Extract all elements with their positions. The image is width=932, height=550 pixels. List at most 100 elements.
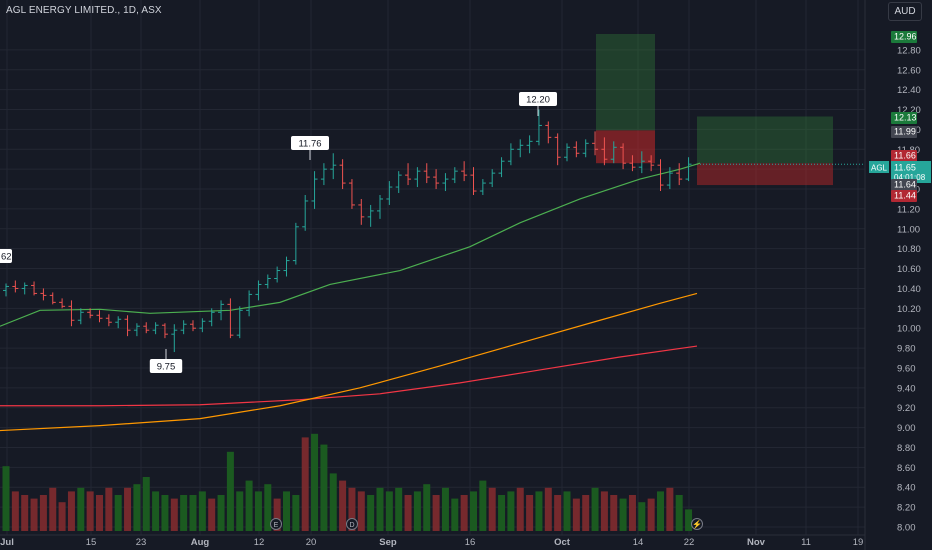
ohlc-bar — [676, 163, 683, 186]
x-tick-label: Aug — [191, 537, 210, 548]
volume-bar — [619, 498, 627, 531]
volume-bar — [600, 491, 608, 531]
ohlc-bar — [227, 298, 234, 339]
ohlc-bar — [180, 320, 187, 335]
price-tag-target-tag — [891, 31, 917, 43]
price-tag-level-tag — [891, 179, 917, 191]
y-tick-label: 10.80 — [897, 244, 921, 255]
price-tag-stop: 11.66 — [894, 151, 916, 161]
ohlc-bar — [479, 179, 486, 196]
x-tick-label: 23 — [136, 537, 147, 548]
symbol-title: AGL ENERGY LIMITED., 1D, ASX — [6, 5, 162, 16]
volume-bar — [58, 502, 66, 531]
price-tag-target-tag — [891, 112, 917, 124]
currency-button[interactable]: AUD — [888, 2, 922, 21]
volume-bar — [86, 491, 94, 531]
symbol-label: AGL — [871, 164, 888, 173]
volume-bar — [432, 495, 440, 531]
volume-bar — [666, 487, 674, 531]
ohlc-bar — [545, 121, 552, 144]
ohlc-bar — [143, 322, 150, 334]
position-stop-zone — [697, 163, 833, 186]
volume-bar — [311, 433, 319, 531]
ohlc-bar — [573, 141, 580, 158]
ohlc-bar — [302, 195, 309, 231]
ohlc-bar — [554, 133, 561, 166]
x-tick-label: 12 — [254, 537, 265, 548]
position-stop-zone — [596, 130, 655, 164]
volume-bar — [638, 502, 646, 531]
x-tick-label: Nov — [747, 537, 766, 548]
x-tick-label: 14 — [633, 537, 644, 548]
price-tag-target: 12.13 — [894, 113, 917, 123]
y-tick-label: 10.00 — [897, 324, 921, 335]
event-marker — [346, 518, 358, 530]
event-marker-label: D — [349, 522, 354, 529]
volume-bar — [554, 495, 562, 531]
y-tick-label: 9.60 — [897, 363, 916, 374]
ohlc-bar — [320, 163, 327, 186]
volume-bar — [142, 477, 150, 531]
volume-bar — [114, 495, 122, 531]
x-tick-label: 20 — [306, 537, 317, 548]
high-label-box — [519, 92, 557, 106]
volume-bar — [395, 487, 403, 531]
volume-bar — [628, 495, 636, 531]
ohlc-bar — [526, 135, 533, 154]
ohlc-bar — [498, 157, 505, 178]
ohlc-bar — [3, 283, 9, 297]
ohlc-bars — [3, 109, 692, 353]
volume-bar — [675, 495, 683, 531]
ohlc-bar — [236, 306, 243, 339]
volume-bar — [320, 444, 328, 531]
volume-bar — [133, 484, 141, 531]
position-boxes[interactable] — [596, 33, 865, 186]
volume-bar — [170, 498, 178, 531]
countdown-label: 04:01:08 — [894, 173, 926, 182]
volume-bar — [2, 466, 10, 531]
y-tick-label: 9.80 — [897, 344, 916, 355]
ohlc-bar — [40, 288, 47, 301]
ohlc-bar — [564, 143, 570, 162]
left-label-box — [0, 249, 12, 263]
y-tick-label: 8.80 — [897, 443, 916, 454]
volume-bar — [563, 491, 571, 531]
ma-mid-line — [0, 292, 698, 432]
ohlc-bar — [124, 315, 131, 337]
ohlc-bar — [274, 266, 281, 283]
high-label: 11.76 — [298, 139, 321, 150]
price-tag-level: 11.99 — [894, 127, 916, 137]
ohlc-bar — [171, 324, 178, 353]
volume-bar — [657, 491, 664, 531]
volume-bar — [180, 495, 188, 531]
ohlc-bar — [31, 281, 38, 296]
y-tick-label: 8.00 — [897, 523, 916, 534]
ohlc-bar — [629, 155, 636, 172]
volume-bar — [39, 495, 47, 531]
volume-bar — [226, 451, 234, 531]
volume-bar — [647, 498, 655, 531]
volume-bar — [413, 491, 421, 531]
ohlc-bar — [199, 318, 206, 333]
y-tick-label: 12.40 — [897, 85, 921, 96]
volume-bar — [49, 487, 57, 531]
volume-bar — [245, 480, 253, 531]
volume-bar — [273, 498, 281, 531]
volume-bar — [526, 495, 534, 531]
volume-bar — [423, 484, 431, 531]
y-tick-label: 12.60 — [897, 65, 921, 76]
volume-bar — [460, 495, 468, 531]
volume-bar — [367, 495, 375, 531]
volume-bar — [348, 487, 356, 531]
volume-bar — [479, 480, 487, 531]
ohlc-bar — [255, 280, 262, 301]
ohlc-bar — [638, 151, 645, 174]
lightning-icon-glyph: ⚡ — [692, 519, 702, 529]
volume-bar — [198, 491, 206, 531]
position-target-zone — [596, 33, 655, 131]
volume-bar — [161, 495, 169, 531]
ohlc-bar — [246, 290, 253, 317]
x-tick-label: Sep — [379, 537, 397, 548]
